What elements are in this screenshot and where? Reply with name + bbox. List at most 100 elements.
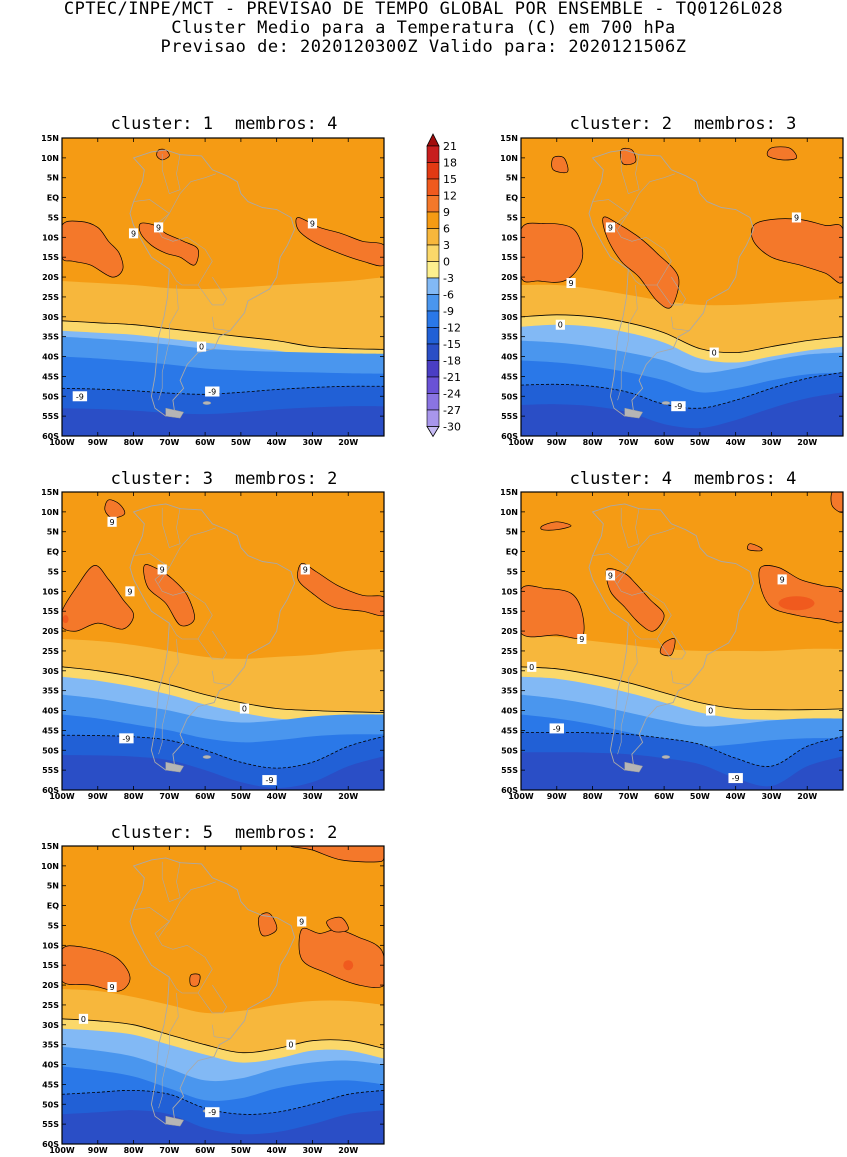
colorbar-segment bbox=[426, 409, 440, 427]
x-tick-label: 60W bbox=[654, 792, 674, 801]
contour-label: 0 bbox=[527, 661, 537, 672]
y-tick-label: 45S bbox=[42, 1080, 59, 1089]
figure-title-line-1: CPTEC/INPE/MCT - PREVISAO DE TEMPO GLOBA… bbox=[63, 0, 784, 19]
contour-label: 9 bbox=[300, 564, 310, 575]
svg-text:-9: -9 bbox=[208, 387, 216, 396]
falkland-islands bbox=[661, 401, 671, 405]
y-tick-label: 40S bbox=[501, 707, 518, 716]
y-tick-label: 50S bbox=[42, 746, 59, 755]
panel-3-title: cluster: 3 membros: 2 bbox=[59, 469, 389, 489]
contour-label: 0 bbox=[196, 341, 207, 352]
x-tick-label: 80W bbox=[124, 438, 144, 447]
x-tick-label: 50W bbox=[690, 792, 710, 801]
svg-text:9: 9 bbox=[569, 279, 574, 288]
x-tick-label: 90W bbox=[547, 438, 567, 447]
y-tick-label: 60S bbox=[501, 432, 518, 441]
x-tick-label: 70W bbox=[159, 438, 179, 447]
panel-4-cluster-label: cluster: 4 bbox=[569, 469, 672, 489]
warm-region-9 bbox=[602, 216, 680, 309]
axes: 15N 10N 5N EQ 5S 10S 15S 20S 25S 30S 35S 40S 45S 50S 5… bbox=[500, 134, 844, 447]
contour-label: -9 bbox=[72, 391, 88, 402]
warm-region-9 bbox=[62, 220, 124, 278]
y-tick-label: 25S bbox=[42, 647, 59, 656]
contour-label: 9 bbox=[297, 916, 307, 927]
x-tick-label: 60W bbox=[195, 792, 215, 801]
warm-core-12 bbox=[343, 960, 354, 971]
colorbar-label: 18 bbox=[443, 157, 457, 170]
contour-0 bbox=[62, 666, 384, 713]
svg-text:9: 9 bbox=[579, 635, 584, 644]
warm-region-9 bbox=[521, 585, 585, 639]
y-tick-label: 30S bbox=[42, 667, 59, 676]
x-tick-label: 90W bbox=[88, 438, 108, 447]
cluster-3-map: 9 9 9 9 0 -9 -9 15N 10N 5N EQ 5S 10S 15S 20S 25S 30S 35S 4… bbox=[41, 488, 385, 801]
contour-0 bbox=[521, 666, 843, 711]
y-tick-label: 45S bbox=[42, 726, 59, 735]
warm-region-9 bbox=[551, 155, 569, 174]
colorbar-segment bbox=[426, 162, 440, 180]
y-tick-label: 15N bbox=[500, 488, 518, 497]
panel-1-title: cluster: 1 membros: 4 bbox=[59, 114, 389, 134]
warm-region-9 bbox=[189, 973, 201, 987]
colorbar-segment bbox=[426, 310, 440, 328]
y-tick-label: 60S bbox=[42, 1140, 59, 1149]
svg-text:0: 0 bbox=[199, 343, 204, 352]
x-tick-label: 60W bbox=[195, 438, 215, 447]
panel-5-cluster-label: cluster: 5 bbox=[110, 823, 213, 843]
svg-text:0: 0 bbox=[288, 1041, 293, 1050]
colorbar-label: -3 bbox=[443, 272, 454, 285]
svg-text:9: 9 bbox=[310, 219, 315, 228]
y-tick-label: 10S bbox=[501, 233, 518, 242]
x-tick-label: 90W bbox=[88, 792, 108, 801]
svg-text:9: 9 bbox=[127, 587, 132, 596]
x-tick-label: 20W bbox=[338, 1146, 358, 1155]
panel-1-cluster-label: cluster: 1 bbox=[110, 114, 213, 134]
y-tick-label: 5N bbox=[506, 528, 518, 537]
contour-label: 9 bbox=[307, 218, 318, 229]
colorbar-segment bbox=[426, 343, 440, 361]
y-tick-label: 15N bbox=[41, 842, 59, 851]
y-tick-label: 35S bbox=[42, 687, 59, 696]
y-tick-label: 50S bbox=[501, 392, 518, 401]
contour-label: -9 bbox=[119, 733, 134, 744]
svg-text:0: 0 bbox=[242, 705, 247, 714]
cluster-2-map: 9 9 9 0 0 -9 15N 10N 5N EQ 5S 10S 15S 20S 25S 30S 35S 40S… bbox=[500, 134, 844, 447]
y-tick-label: 5N bbox=[47, 882, 59, 891]
colorbar-label: -6 bbox=[443, 289, 454, 302]
colorbar-label: -24 bbox=[443, 388, 461, 401]
warm-region-9 bbox=[830, 492, 843, 513]
y-tick-label: 10S bbox=[42, 587, 59, 596]
svg-text:9: 9 bbox=[110, 983, 115, 992]
svg-text:0: 0 bbox=[529, 663, 534, 672]
tierra-del-fuego bbox=[165, 1115, 185, 1127]
contour-fill bbox=[62, 138, 384, 436]
colorbar-segment bbox=[426, 360, 440, 378]
y-tick-label: 15S bbox=[42, 607, 59, 616]
x-tick-label: 100W bbox=[508, 792, 534, 801]
svg-text:-9: -9 bbox=[266, 776, 274, 785]
warm-region-9 bbox=[751, 218, 843, 284]
panel-2-cluster-label: cluster: 2 bbox=[569, 114, 672, 134]
falkland-islands bbox=[661, 755, 671, 759]
x-tick-label: 20W bbox=[338, 792, 358, 801]
y-tick-label: 45S bbox=[501, 726, 518, 735]
y-tick-label: 20S bbox=[42, 981, 59, 990]
y-tick-label: 5N bbox=[47, 528, 59, 537]
panel-1-members-label: membros: 4 bbox=[235, 114, 338, 134]
y-tick-label: 20S bbox=[42, 627, 59, 636]
x-tick-label: 40W bbox=[267, 438, 287, 447]
x-tick-label: 90W bbox=[88, 1146, 108, 1155]
x-tick-label: 30W bbox=[302, 792, 322, 801]
y-tick-label: 10N bbox=[41, 862, 59, 871]
colorbar-segment bbox=[426, 228, 440, 246]
falkland-islands bbox=[202, 755, 212, 759]
y-tick-label: 25S bbox=[42, 293, 59, 302]
contour-label: -9 bbox=[205, 1107, 220, 1118]
y-tick-label: 55S bbox=[42, 412, 59, 421]
colorbar-segment bbox=[426, 178, 440, 196]
x-tick-label: 80W bbox=[124, 792, 144, 801]
contour-label: 9 bbox=[777, 574, 787, 585]
x-tick-label: 50W bbox=[231, 438, 251, 447]
colorbar-label: 3 bbox=[443, 239, 450, 252]
y-tick-label: 40S bbox=[42, 1061, 59, 1070]
